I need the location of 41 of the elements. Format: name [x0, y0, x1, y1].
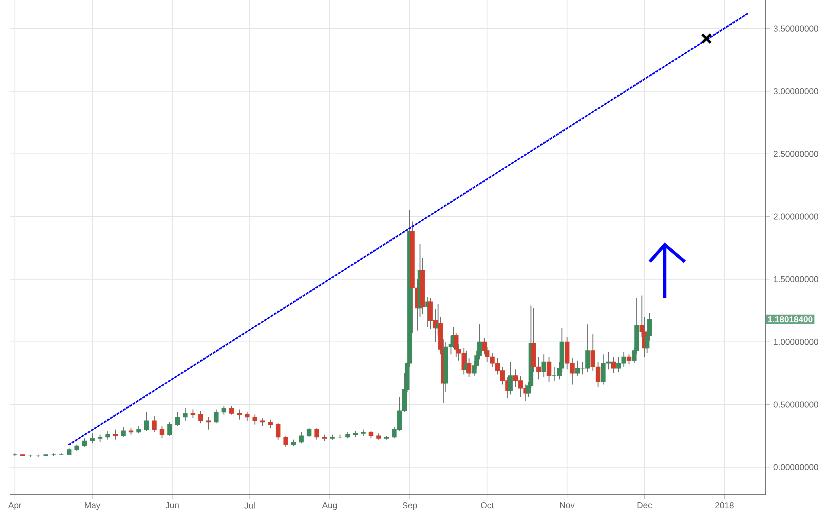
y-tick-label: 2.00000000 [774, 214, 818, 220]
x-tick-label: Apr [8, 502, 22, 510]
candlestick [113, 429, 118, 440]
candlestick [214, 409, 219, 424]
x-tick-label: Oct [481, 502, 494, 509]
candlestick [237, 409, 242, 420]
x-tick-label: Dec [638, 502, 652, 508]
text: 1.18018400 [768, 316, 813, 323]
candlestick [144, 412, 150, 432]
x-tick-label: Jul [244, 502, 255, 509]
y-tick-label: 0.00000000 [774, 464, 818, 470]
y-tick-label: 0.50000000 [774, 402, 818, 408]
x-tick-label: Jun [166, 502, 179, 508]
candlestick [542, 354, 546, 378]
candlestick [284, 436, 288, 448]
candlestick [206, 416, 212, 430]
y-tick-label: 1.00000000 [774, 339, 818, 346]
y-tick-label: 2.50000000 [774, 151, 818, 158]
candlestick [252, 414, 258, 426]
x-tick-label: 2018 [716, 502, 734, 509]
candlestick [314, 428, 320, 440]
x-tick-label: Sep [402, 502, 418, 510]
candlestick [299, 432, 304, 444]
y-tick-label: 1.50000000 [774, 276, 818, 282]
candlestick [160, 426, 165, 440]
candlestick [508, 362, 513, 396]
candlestick [175, 412, 180, 427]
x-tick-label: Nov [560, 502, 575, 508]
y-tick-label: 3.00000000 [774, 88, 818, 95]
y-tick-label: 3.50000000 [774, 26, 818, 32]
candlestick [276, 423, 281, 440]
candlestick [168, 422, 172, 437]
candlestick [198, 410, 204, 424]
x-tick-label: May [85, 502, 101, 510]
x-tick-label: Aug [322, 502, 338, 510]
candlestick [152, 416, 157, 433]
candlestick [611, 356, 616, 374]
candlestick [121, 426, 126, 438]
candlestick [546, 356, 552, 383]
candlestick [90, 433, 95, 444]
candlestick [183, 408, 188, 422]
